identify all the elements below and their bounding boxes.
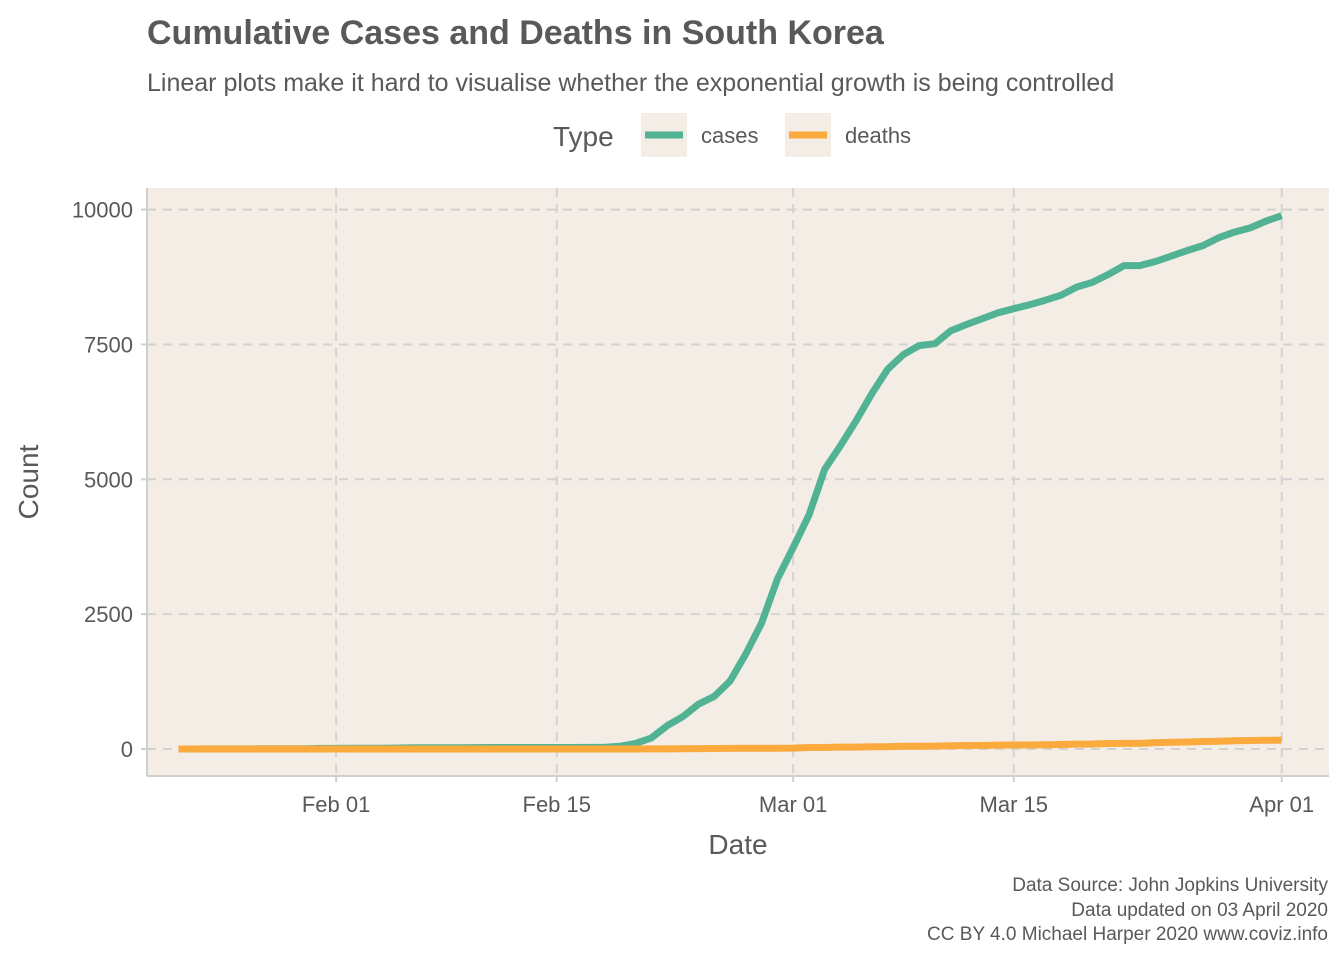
y-tick-label-7500: 7500 [84,332,133,357]
y-axis-title: Count [13,444,44,519]
gridlines [147,188,1329,776]
x-tick-label-feb-15: Feb 15 [523,792,592,817]
caption-line-source: Data Source: John Jopkins University [1012,875,1328,896]
y-tick-label-5000: 5000 [84,467,133,492]
legend-label-deaths: deaths [845,123,911,148]
axis-ticks: 0 2500 5000 7500 10000 Feb 01 Feb 15 Mar 01 Mar … [72,198,1314,817]
chart-subtitle: Linear plots make it hard to visualise w… [147,69,1114,97]
caption: Data Source: John Jopkins University Dat… [927,875,1328,945]
series-lines [178,212,1283,753]
x-tick-label-mar-15: Mar 15 [980,792,1048,817]
caption-line-updated: Data updated on 03 April 2020 [1071,900,1328,921]
x-tick-label-feb-01: Feb 01 [302,792,371,817]
plot-panel [147,188,1329,776]
legend: Type cases deaths [553,113,911,157]
chart-title: Cumulative Cases and Deaths in South Kor… [147,14,885,52]
y-tick-label-0: 0 [121,737,133,762]
legend-label-cases: cases [701,123,758,148]
legend-title: Type [553,121,614,152]
x-tick-label-apr-01: Apr 01 [1249,792,1314,817]
x-axis-title: Date [708,829,767,860]
y-tick-label-2500: 2500 [84,602,133,627]
y-tick-label-10000: 10000 [72,198,133,223]
x-tick-label-mar-01: Mar 01 [759,792,827,817]
series-line-deaths [178,736,1282,753]
caption-line-license: CC BY 4.0 Michael Harper 2020 www.coviz.… [927,924,1328,945]
